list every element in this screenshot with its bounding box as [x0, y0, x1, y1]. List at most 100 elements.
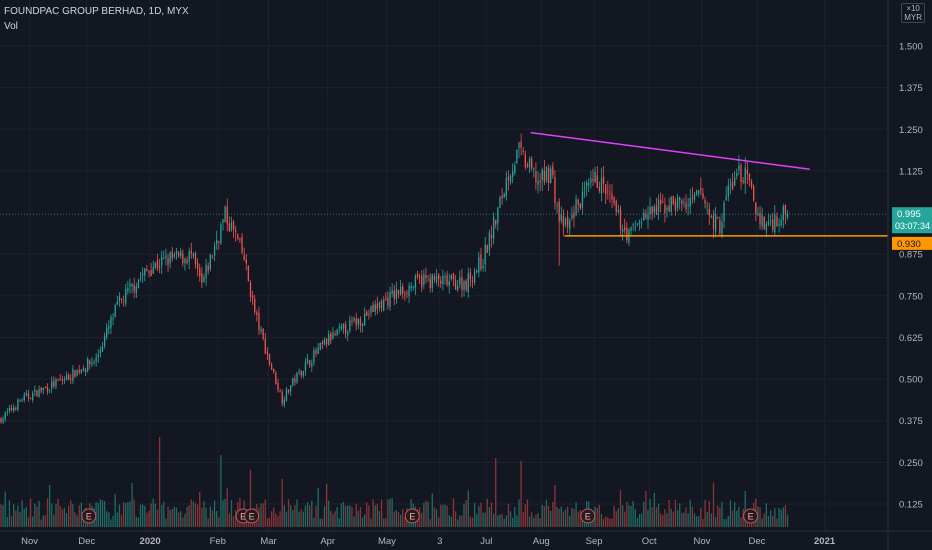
- volume-bar: [70, 500, 72, 527]
- volume-bar: [499, 514, 501, 527]
- candle-body: [21, 400, 23, 402]
- candle-body: [188, 251, 190, 262]
- candle-body: [243, 254, 245, 261]
- candle-body: [283, 399, 285, 405]
- candle-body: [577, 200, 579, 205]
- volume-bar: [2, 505, 4, 527]
- volume-bar: [469, 516, 472, 527]
- volume-bar: [378, 510, 381, 527]
- candle-body: [383, 299, 385, 311]
- volume-bar: [679, 503, 681, 527]
- trend-lines[interactable]: [0, 131, 888, 237]
- candle-body: [213, 245, 216, 256]
- volume-bar: [727, 516, 729, 527]
- candle-body: [344, 323, 347, 334]
- candle-body: [605, 184, 607, 195]
- candle-body: [378, 302, 381, 308]
- volume-bar: [438, 517, 440, 527]
- candle-body: [581, 191, 584, 208]
- candle-body: [51, 381, 53, 389]
- candle-body: [638, 221, 641, 224]
- candle-body: [48, 389, 51, 391]
- volume-bar: [201, 507, 203, 527]
- candle-body: [294, 378, 296, 383]
- candle-body: [203, 277, 205, 283]
- volume-bar: [13, 504, 15, 527]
- volume-bar: [203, 501, 205, 527]
- candle-body: [205, 264, 207, 279]
- candle-body: [408, 285, 410, 297]
- volume-bar: [573, 509, 575, 527]
- volume-bar: [184, 513, 186, 527]
- candle-body: [325, 338, 328, 345]
- volume-bar: [602, 518, 605, 527]
- volume-bar: [784, 505, 787, 527]
- price-axis[interactable]: 1.500 1.375 1.250 1.125 0.875 0.750 0.625 0.500…: [887, 0, 923, 550]
- candle-body: [347, 332, 349, 336]
- volume-bar: [279, 511, 281, 527]
- volume-bar: [95, 501, 97, 527]
- volume-bar: [556, 507, 558, 527]
- volume-bar: [340, 503, 343, 527]
- volume-bar: [533, 517, 535, 527]
- price-tick-label: 1.250: [899, 125, 923, 136]
- candle-body: [507, 176, 510, 181]
- candle-body: [632, 224, 634, 226]
- volume-bar: [505, 515, 507, 527]
- candle-body: [668, 206, 670, 212]
- volume-bar: [463, 503, 465, 527]
- volume-bar: [488, 507, 491, 527]
- volume-bar: [167, 506, 169, 527]
- candle-body: [664, 204, 666, 214]
- candle-body: [300, 370, 302, 376]
- candle-body: [782, 206, 784, 221]
- volume-bar: [628, 505, 630, 527]
- volume-bar: [186, 506, 188, 527]
- candle-body: [490, 234, 493, 239]
- candle-body: [321, 342, 324, 345]
- volume-bar: [53, 514, 55, 527]
- time-axis[interactable]: Nov Dec 2020 Feb Mar Apr May 3 Jul Aug Sep Oct Nov De…: [0, 530, 932, 547]
- volume-bar: [0, 504, 2, 527]
- candle-body: [579, 203, 581, 208]
- candle-body: [125, 289, 127, 304]
- candle-body: [452, 273, 455, 280]
- volume-bar: [175, 507, 178, 527]
- earnings-badge: [244, 508, 260, 524]
- candle-body: [666, 207, 668, 211]
- candle-body: [87, 359, 89, 371]
- candle-body: [685, 202, 687, 210]
- volume-bar: [617, 508, 620, 527]
- candle-body: [131, 283, 133, 286]
- candle-body: [15, 408, 17, 410]
- volume-bar: [112, 515, 114, 527]
- volume-bar: [131, 482, 133, 527]
- candle-body: [640, 222, 643, 224]
- volume-bar: [725, 519, 727, 527]
- currency-badge[interactable]: ×10 MYR: [901, 3, 925, 23]
- volume-bar: [427, 501, 429, 527]
- candle-body: [135, 286, 137, 294]
- candle-body: [317, 348, 319, 355]
- volume-bar: [347, 505, 349, 527]
- candle-body: [4, 412, 6, 420]
- candle-body: [285, 388, 288, 401]
- candle-body: [438, 274, 440, 280]
- volume-bar: [547, 505, 550, 527]
- candle-body: [385, 298, 387, 300]
- volume-bar: [283, 505, 285, 527]
- volume-bar: [169, 509, 171, 527]
- volume-bar: [38, 500, 40, 527]
- candle-body: [332, 332, 334, 339]
- volume-bar: [397, 512, 400, 527]
- candle-body: [503, 193, 505, 198]
- candle-body: [450, 275, 452, 280]
- candle-body: [495, 220, 497, 225]
- candle-body: [645, 213, 647, 218]
- candle-body: [222, 219, 224, 223]
- volume-bar: [25, 507, 28, 527]
- volume-bar: [224, 498, 226, 527]
